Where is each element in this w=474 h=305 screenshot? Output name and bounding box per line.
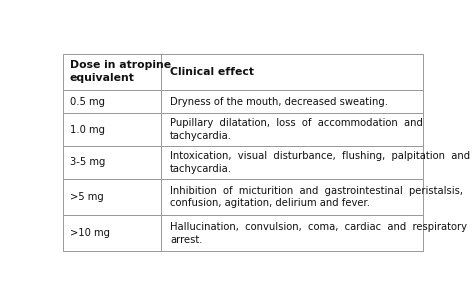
Bar	[161, 146, 423, 179]
Text: 1.0 mg: 1.0 mg	[70, 125, 105, 135]
Bar	[161, 215, 423, 252]
Bar	[63, 53, 161, 90]
Text: Dryness of the mouth, decreased sweating.: Dryness of the mouth, decreased sweating…	[170, 97, 388, 106]
Bar	[161, 179, 423, 215]
Text: Intoxication,  visual  disturbance,  flushing,  palpitation  and
tachycardia.: Intoxication, visual disturbance, flushi…	[170, 151, 470, 174]
Bar	[63, 146, 161, 179]
Bar	[161, 53, 423, 90]
Text: Dose in atropine
equivalent: Dose in atropine equivalent	[70, 60, 171, 83]
Bar	[63, 215, 161, 252]
Text: >5 mg: >5 mg	[70, 192, 103, 202]
Text: >10 mg: >10 mg	[70, 228, 110, 238]
Bar	[63, 179, 161, 215]
Text: Hallucination,  convulsion,  coma,  cardiac  and  respiratory
arrest.: Hallucination, convulsion, coma, cardiac…	[170, 222, 467, 245]
Bar	[63, 113, 161, 146]
Bar	[161, 90, 423, 113]
Text: 0.5 mg: 0.5 mg	[70, 97, 105, 106]
Text: 3-5 mg: 3-5 mg	[70, 157, 105, 167]
Text: Clinical effect: Clinical effect	[170, 67, 254, 77]
Bar	[63, 90, 161, 113]
Text: Pupillary  dilatation,  loss  of  accommodation  and
tachycardia.: Pupillary dilatation, loss of accommodat…	[170, 118, 423, 141]
Bar	[161, 113, 423, 146]
Text: Inhibition  of  micturition  and  gastrointestinal  peristalsis,
confusion, agit: Inhibition of micturition and gastrointe…	[170, 186, 463, 208]
